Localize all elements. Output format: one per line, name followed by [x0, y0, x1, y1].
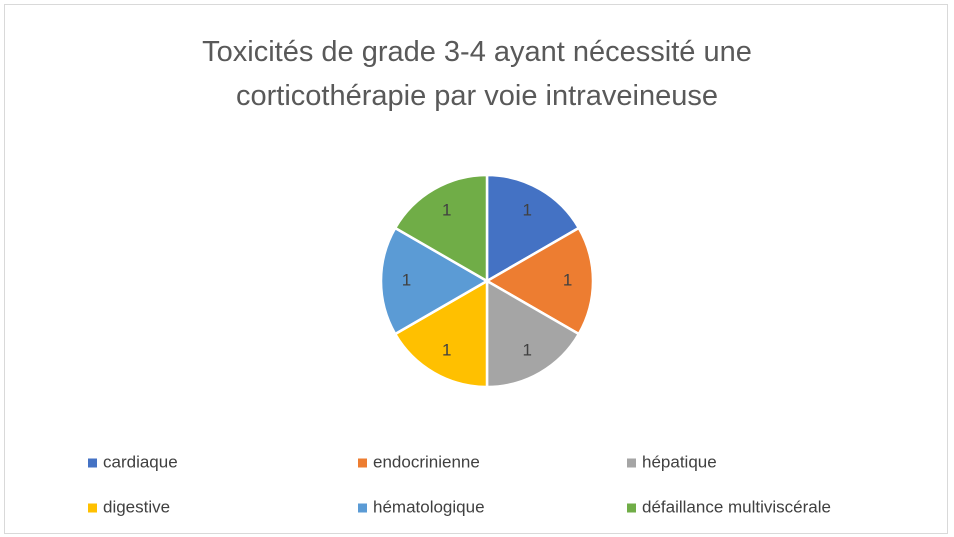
pie-slice	[393, 278, 489, 389]
chart-frame	[4, 4, 948, 534]
pie-slice	[484, 226, 595, 336]
legend-marker	[358, 458, 367, 468]
legend-marker	[358, 503, 367, 513]
legend-label: défaillance multiviscérale	[642, 497, 831, 516]
legend-label: digestive	[103, 497, 170, 516]
legend-label: endocrinienne	[373, 452, 480, 471]
data-label: 1	[563, 270, 572, 289]
legend-marker	[88, 458, 97, 468]
data-label: 1	[523, 201, 532, 220]
pie-slice	[393, 173, 489, 284]
legend-marker	[88, 503, 97, 513]
data-label: 1	[442, 340, 451, 359]
pie-slice	[485, 173, 581, 284]
legend-label: hépatique	[642, 452, 717, 471]
pie-slice	[485, 278, 581, 389]
legend-label: hématologique	[373, 497, 485, 516]
pie-slice	[379, 226, 490, 336]
legend-marker	[627, 503, 636, 513]
data-label: 1	[402, 270, 411, 289]
chart-title: Toxicités de grade 3-4 ayant nécessité u…	[202, 36, 752, 112]
data-label: 1	[523, 340, 532, 359]
legend-label: cardiaque	[103, 452, 178, 471]
data-label: 1	[442, 201, 451, 220]
legend-marker	[627, 458, 636, 468]
